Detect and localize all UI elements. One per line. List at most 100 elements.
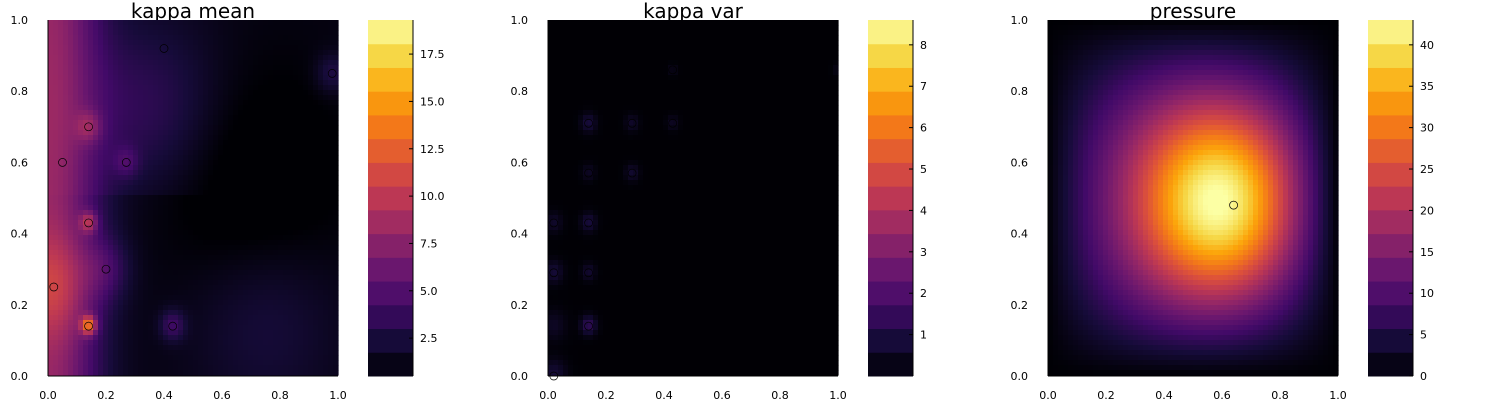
heatmap-cell [193, 215, 199, 221]
heatmap-cell [218, 340, 224, 346]
heatmap-cell [68, 235, 74, 241]
heatmap-cell [263, 210, 269, 216]
heatmap-cell [78, 370, 84, 376]
heatmap-cell [148, 40, 154, 46]
heatmap-cell [148, 50, 154, 56]
heatmap-cell [263, 150, 269, 156]
heatmap-cell [208, 195, 214, 201]
heatmap-cell [128, 290, 134, 296]
heatmap-cell [293, 145, 299, 151]
heatmap-cell [143, 260, 149, 266]
heatmap-cell [223, 105, 229, 111]
heatmap-cell [88, 50, 94, 56]
heatmap-cell [743, 40, 749, 46]
heatmap-cell [168, 95, 174, 101]
heatmap-cell [318, 35, 324, 41]
heatmap-cell [573, 25, 579, 31]
heatmap-cell [723, 45, 729, 51]
heatmap-cell [318, 370, 324, 376]
heatmap-cell [323, 20, 329, 26]
heatmap-cell [48, 215, 54, 221]
heatmap-cell [298, 110, 304, 116]
heatmap-cell [333, 225, 339, 231]
heatmap-cell [48, 50, 54, 56]
heatmap-cell [323, 370, 329, 376]
heatmap-cell [63, 365, 69, 371]
heatmap-cell [128, 365, 134, 371]
heatmap-cell [308, 130, 314, 136]
heatmap-cell [83, 215, 89, 221]
heatmap-cell [583, 35, 589, 41]
heatmap-cell [143, 105, 149, 111]
heatmap-cell [223, 210, 229, 216]
heatmap-cell [213, 220, 219, 226]
heatmap-cell [258, 80, 264, 86]
heatmap-cell [128, 360, 134, 366]
heatmap-cell [328, 230, 334, 236]
heatmap-cell [228, 75, 234, 81]
heatmap-cell [213, 330, 219, 336]
heatmap-cell [153, 345, 159, 351]
heatmap-cell [698, 25, 704, 31]
heatmap-cell [163, 370, 169, 376]
heatmap-cell [138, 340, 144, 346]
heatmap-cell [323, 275, 329, 281]
heatmap-cell [93, 345, 99, 351]
heatmap-cell [263, 230, 269, 236]
heatmap-cell [583, 85, 589, 91]
heatmap-cell [333, 280, 339, 286]
heatmap-cell [213, 320, 219, 326]
heatmap-cell [258, 40, 264, 46]
heatmap-cell [58, 175, 64, 181]
heatmap-cell [233, 190, 239, 196]
heatmap-cell [333, 185, 339, 191]
heatmap-cell [548, 85, 554, 91]
heatmap-cell [153, 330, 159, 336]
heatmap-cell [218, 145, 224, 151]
heatmap-cell [148, 70, 154, 76]
heatmap-cell [258, 100, 264, 106]
heatmap-cell [723, 85, 729, 91]
heatmap-cell [323, 40, 329, 46]
heatmap-cell [68, 315, 74, 321]
heatmap-cell [173, 315, 179, 321]
heatmap-cell [703, 45, 709, 51]
heatmap-cell [648, 60, 654, 66]
heatmap-cell [313, 360, 319, 366]
heatmap-cell [113, 325, 119, 331]
heatmap-cell [183, 300, 189, 306]
heatmap-cell [748, 50, 754, 56]
heatmap-cell [268, 225, 274, 231]
heatmap-cell [238, 275, 244, 281]
heatmap-cell [63, 250, 69, 256]
heatmap-cell [93, 315, 99, 321]
heatmap-cell [293, 245, 299, 251]
heatmap-cell [248, 210, 254, 216]
heatmap-cell [593, 55, 599, 61]
heatmap-cell [593, 20, 599, 26]
heatmap-cell [183, 365, 189, 371]
heatmap-cell [203, 240, 209, 246]
heatmap-cell [48, 115, 54, 121]
colorbar-band [368, 186, 413, 211]
heatmap-cell [143, 30, 149, 36]
heatmap-cell [738, 75, 744, 81]
heatmap-cell [293, 290, 299, 296]
heatmap-cell [183, 185, 189, 191]
heatmap-cell [273, 220, 279, 226]
heatmap-cell [248, 80, 254, 86]
heatmap-cell [123, 235, 129, 241]
heatmap-cell [318, 170, 324, 176]
heatmap-cell [228, 95, 234, 101]
heatmap-cell [303, 315, 309, 321]
heatmap-cell [263, 90, 269, 96]
heatmap-cell [278, 95, 284, 101]
heatmap-cell [298, 40, 304, 46]
heatmap-cell [223, 170, 229, 176]
heatmap-cell [288, 250, 294, 256]
heatmap-cell [213, 240, 219, 246]
heatmap-cell [648, 70, 654, 76]
heatmap-cell [313, 255, 319, 261]
heatmap-cell [303, 90, 309, 96]
heatmap-cell [218, 95, 224, 101]
